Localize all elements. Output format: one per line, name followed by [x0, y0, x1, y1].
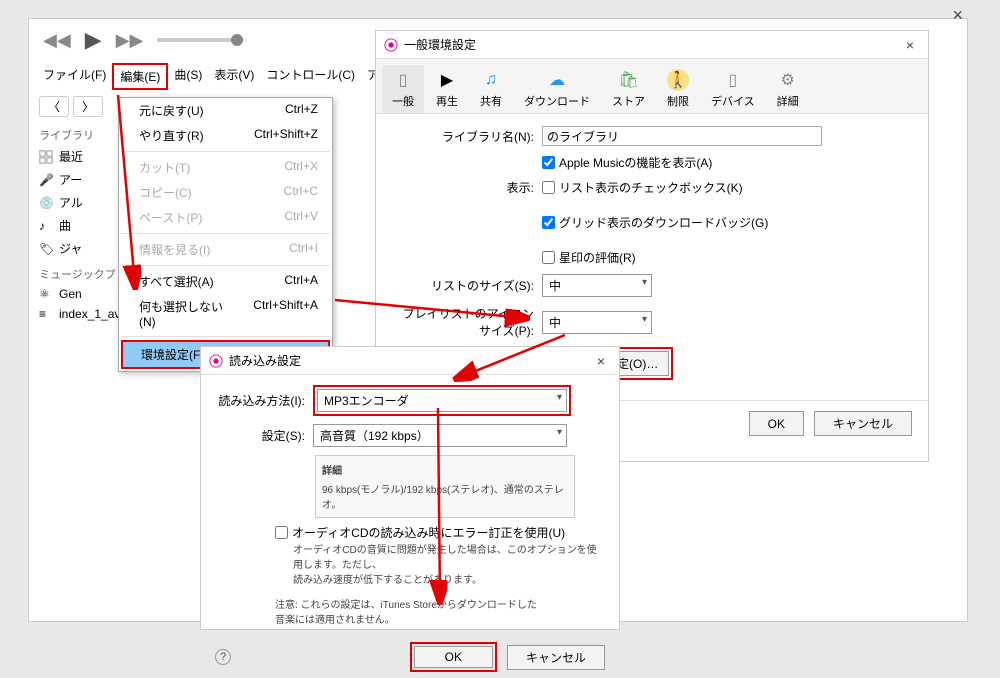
chk-list[interactable]: リスト表示のチェックボックス(K): [542, 179, 768, 196]
tab-download[interactable]: ☁ダウンロード: [514, 65, 600, 113]
import-ok-button[interactable]: OK: [414, 646, 493, 668]
menu-paste[interactable]: ペースト(P)Ctrl+V: [119, 205, 332, 230]
help-icon[interactable]: ?: [215, 649, 231, 665]
edit-dropdown: 元に戻す(U)Ctrl+Z やり直す(R)Ctrl+Shift+Z カット(T)…: [118, 97, 333, 372]
menu-file[interactable]: ファイル(F): [37, 63, 112, 90]
prefs-ok-button[interactable]: OK: [749, 411, 804, 436]
import-form: 読み込み方法(I): MP3エンコーダ 設定(S): 高音質（192 kbps）…: [201, 375, 619, 636]
main-close-icon[interactable]: ×: [946, 5, 969, 26]
import-setting-label: 設定(S):: [215, 427, 305, 444]
import-dialog: 読み込み設定 × 読み込み方法(I): MP3エンコーダ 設定(S): 高音質（…: [200, 346, 620, 630]
import-error-note: オーディオCDの音質に問題が発生した場合は、このオプションを使用します。ただし、…: [293, 541, 605, 586]
prefs-tabs: ▯一般 ▶再生 ♫共有 ☁ダウンロード 🛍ストア 🚶制限 ▯デバイス ⚙詳細: [376, 59, 928, 114]
menu-edit[interactable]: 編集(E): [112, 63, 168, 90]
prefs-cancel-button[interactable]: キャンセル: [814, 411, 912, 436]
prefs-close-icon[interactable]: ×: [900, 37, 920, 53]
import-method-combo[interactable]: MP3エンコーダ: [317, 389, 567, 412]
library-name-label: ライブラリ名(N):: [394, 128, 534, 145]
tab-restrict[interactable]: 🚶制限: [657, 65, 699, 113]
import-store-note: 注意: これらの設定は、iTunes Storeからダウンロードした音楽には適用…: [275, 596, 605, 626]
menu-selectall[interactable]: すべて選択(A)Ctrl+A: [119, 269, 332, 294]
tab-advanced[interactable]: ⚙詳細: [767, 65, 809, 113]
list-size-combo[interactable]: 中: [542, 274, 652, 297]
menu-info[interactable]: 情報を見る(I)Ctrl+I: [119, 237, 332, 262]
chk-error-correction[interactable]: オーディオCDの読み込み時にエラー訂正を使用(U): [275, 524, 605, 541]
import-setting-combo[interactable]: 高音質（192 kbps）: [313, 424, 567, 447]
menu-sep: [121, 151, 330, 152]
tab-playback[interactable]: ▶再生: [426, 65, 468, 113]
tab-store[interactable]: 🛍ストア: [602, 65, 655, 113]
import-close-icon[interactable]: ×: [591, 353, 611, 369]
list-size-label: リストのサイズ(S):: [394, 277, 534, 294]
import-titlebar: 読み込み設定 ×: [201, 347, 619, 375]
prefs-title: 一般環境設定: [404, 36, 900, 53]
next-button[interactable]: ▶▶: [116, 30, 144, 51]
itunes-icon: [384, 38, 398, 52]
import-details-box: 詳細 96 kbps(モノラル)/192 kbps(ステレオ)、通常のステレオ。: [315, 455, 575, 518]
menu-view[interactable]: 表示(V): [208, 63, 260, 90]
tab-general[interactable]: ▯一般: [382, 65, 424, 113]
volume-slider[interactable]: [157, 38, 237, 42]
menu-sep: [121, 265, 330, 266]
playlist-icon-combo[interactable]: 中: [542, 311, 652, 334]
play-button[interactable]: ▶: [85, 27, 102, 53]
prefs-titlebar: 一般環境設定 ×: [376, 31, 928, 59]
library-name-input[interactable]: [542, 126, 822, 146]
menu-cut[interactable]: カット(T)Ctrl+X: [119, 155, 332, 180]
menu-song[interactable]: 曲(S): [168, 63, 208, 90]
menu-redo[interactable]: やり直す(R)Ctrl+Shift+Z: [119, 123, 332, 148]
chk-apple-music[interactable]: Apple Musicの機能を表示(A): [542, 154, 712, 171]
menu-copy[interactable]: コピー(C)Ctrl+C: [119, 180, 332, 205]
import-method-label: 読み込み方法(I):: [215, 392, 305, 409]
nav-back[interactable]: 〈: [39, 96, 69, 117]
menu-selectnone[interactable]: 何も選択しない(N)Ctrl+Shift+A: [119, 294, 332, 333]
menu-sep: [121, 336, 330, 337]
menu-control[interactable]: コントロール(C): [260, 63, 361, 90]
nav-fwd[interactable]: 〉: [73, 96, 103, 117]
chk-star[interactable]: 星印の評価(R): [542, 249, 768, 266]
menu-sep: [121, 233, 330, 234]
display-label: 表示:: [394, 179, 534, 196]
playlist-icon-label: プレイリストのアイコンサイズ(P):: [394, 305, 534, 339]
tab-sharing[interactable]: ♫共有: [470, 65, 512, 113]
import-title: 読み込み設定: [229, 352, 591, 369]
menu-undo[interactable]: 元に戻す(U)Ctrl+Z: [119, 98, 332, 123]
import-cancel-button[interactable]: キャンセル: [507, 645, 605, 670]
prev-button[interactable]: ◀◀: [43, 30, 71, 51]
tab-device[interactable]: ▯デバイス: [701, 65, 765, 113]
itunes-icon: [209, 354, 223, 368]
chk-grid[interactable]: グリッド表示のダウンロードバッジ(G): [542, 214, 768, 231]
